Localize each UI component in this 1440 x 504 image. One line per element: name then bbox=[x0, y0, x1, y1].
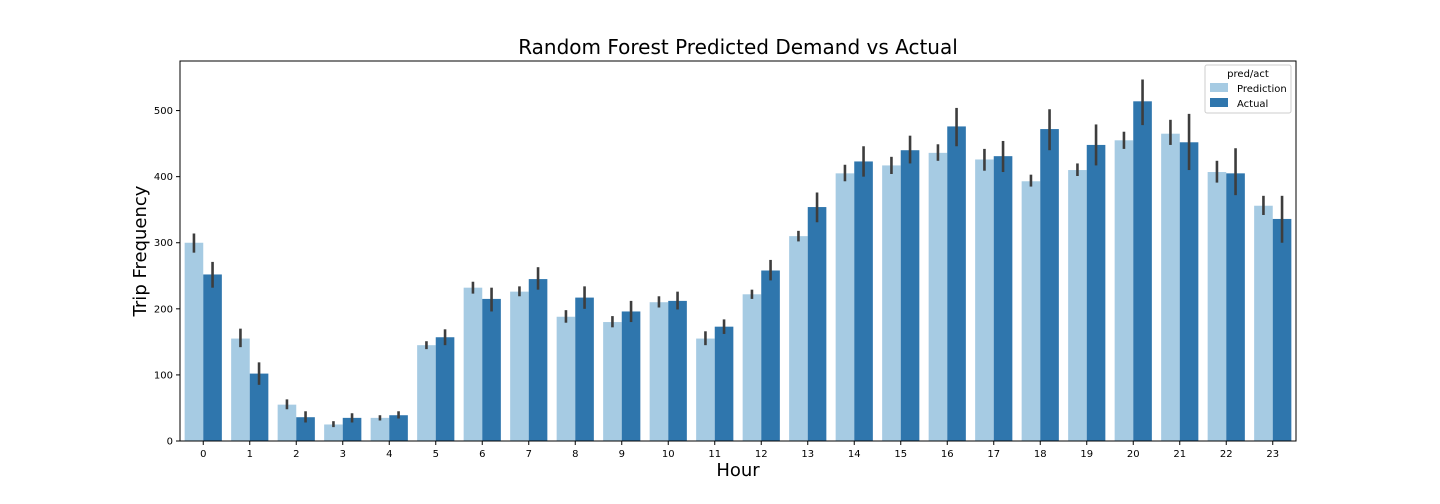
bar-actual-22 bbox=[1226, 173, 1245, 441]
x-axis-title: Hour bbox=[716, 460, 760, 481]
bar-prediction-14 bbox=[835, 173, 855, 441]
legend-swatch-prediction bbox=[1210, 83, 1228, 92]
x-tick-label-8: 8 bbox=[572, 449, 578, 460]
bar-prediction-8 bbox=[556, 316, 576, 441]
x-tick-label-11: 11 bbox=[708, 449, 721, 460]
x-tick-label-15: 15 bbox=[894, 449, 907, 460]
bar-prediction-21 bbox=[1161, 133, 1180, 441]
bar-actual-2 bbox=[296, 417, 315, 441]
x-tick-label-13: 13 bbox=[801, 449, 814, 460]
bar-actual-4 bbox=[389, 415, 408, 441]
bar-actual-8 bbox=[575, 297, 594, 441]
x-tick-label-14: 14 bbox=[848, 449, 861, 460]
legend: pred/act Prediction Actual bbox=[1204, 64, 1292, 114]
bar-actual-3 bbox=[342, 417, 362, 441]
x-tick-label-21: 21 bbox=[1173, 449, 1186, 460]
bar-actual-19 bbox=[1086, 144, 1106, 442]
x-tick-label-10: 10 bbox=[662, 449, 675, 460]
x-tick-label-22: 22 bbox=[1220, 449, 1233, 460]
x-tick-label-3: 3 bbox=[340, 449, 346, 460]
bar-prediction-12 bbox=[742, 294, 762, 441]
y-tick-label-300: 300 bbox=[154, 238, 173, 249]
x-tick-label-17: 17 bbox=[987, 449, 1000, 460]
x-tick-label-6: 6 bbox=[479, 449, 485, 460]
bar-actual-0 bbox=[203, 274, 222, 441]
bar-prediction-19 bbox=[1068, 170, 1087, 442]
bar-actual-7 bbox=[528, 279, 548, 441]
bar-prediction-4 bbox=[370, 417, 390, 441]
bar-prediction-6 bbox=[463, 287, 483, 441]
x-tick-label-7: 7 bbox=[526, 449, 532, 460]
legend-label-actual: Actual bbox=[1237, 99, 1268, 110]
bar-prediction-16 bbox=[928, 152, 948, 441]
bar-actual-1 bbox=[249, 373, 269, 441]
axes-frame bbox=[179, 60, 1297, 442]
x-tick-label-12: 12 bbox=[755, 449, 768, 460]
x-tick-label-0: 0 bbox=[200, 449, 206, 460]
bar-prediction-0 bbox=[184, 242, 204, 441]
bar-actual-21 bbox=[1179, 142, 1199, 441]
x-tick-label-2: 2 bbox=[293, 449, 299, 460]
x-tick-label-18: 18 bbox=[1034, 449, 1047, 460]
bar-prediction-13 bbox=[789, 236, 808, 441]
bar-prediction-20 bbox=[1114, 140, 1134, 441]
bar-actual-15 bbox=[900, 150, 920, 441]
x-tick-label-5: 5 bbox=[433, 449, 439, 460]
legend-title: pred/act bbox=[1227, 69, 1269, 80]
bar-prediction-10 bbox=[649, 302, 669, 441]
bar-prediction-9 bbox=[603, 322, 622, 441]
bar-prediction-11 bbox=[696, 338, 715, 441]
x-tick-label-4: 4 bbox=[386, 449, 392, 460]
bar-prediction-15 bbox=[882, 165, 901, 441]
bar-actual-14 bbox=[854, 161, 873, 441]
bar-actual-23 bbox=[1272, 218, 1292, 441]
bar-actual-5 bbox=[435, 337, 455, 441]
bar-prediction-23 bbox=[1254, 205, 1273, 441]
y-tick-label-500: 500 bbox=[154, 106, 173, 117]
bar-prediction-2 bbox=[277, 404, 297, 441]
y-axis-title: Trip Frequency bbox=[130, 185, 151, 317]
bar-prediction-3 bbox=[324, 424, 343, 441]
x-tick-label-1: 1 bbox=[247, 449, 253, 460]
bar-actual-6 bbox=[482, 298, 501, 441]
bar-actual-20 bbox=[1133, 101, 1152, 441]
chart-title: Random Forest Predicted Demand vs Actual bbox=[518, 35, 958, 59]
bar-prediction-7 bbox=[510, 291, 529, 441]
bar-prediction-22 bbox=[1207, 172, 1227, 441]
bar-prediction-17 bbox=[975, 159, 994, 442]
bar-actual-10 bbox=[668, 300, 687, 441]
legend-label-prediction: Prediction bbox=[1237, 84, 1287, 95]
bar-prediction-5 bbox=[417, 345, 436, 441]
x-tick-label-20: 20 bbox=[1127, 449, 1140, 460]
bar-prediction-18 bbox=[1021, 181, 1041, 441]
y-tick-label-100: 100 bbox=[154, 370, 173, 381]
x-tick-label-23: 23 bbox=[1266, 449, 1279, 460]
bar-actual-9 bbox=[621, 311, 641, 441]
x-tick-label-16: 16 bbox=[941, 449, 954, 460]
bar-actual-11 bbox=[714, 326, 734, 441]
bar-actual-12 bbox=[761, 270, 780, 441]
bar-actual-13 bbox=[807, 207, 827, 441]
x-tick-label-9: 9 bbox=[619, 449, 625, 460]
legend-swatch-actual bbox=[1210, 98, 1228, 107]
bar-actual-16 bbox=[947, 126, 966, 441]
bar-actual-17 bbox=[993, 156, 1013, 441]
bar-prediction-1 bbox=[231, 338, 250, 441]
y-tick-label-400: 400 bbox=[154, 172, 173, 183]
y-tick-label-0: 0 bbox=[167, 437, 173, 448]
x-tick-label-19: 19 bbox=[1080, 449, 1093, 460]
bar-actual-18 bbox=[1040, 129, 1059, 441]
y-tick-label-200: 200 bbox=[154, 304, 173, 315]
